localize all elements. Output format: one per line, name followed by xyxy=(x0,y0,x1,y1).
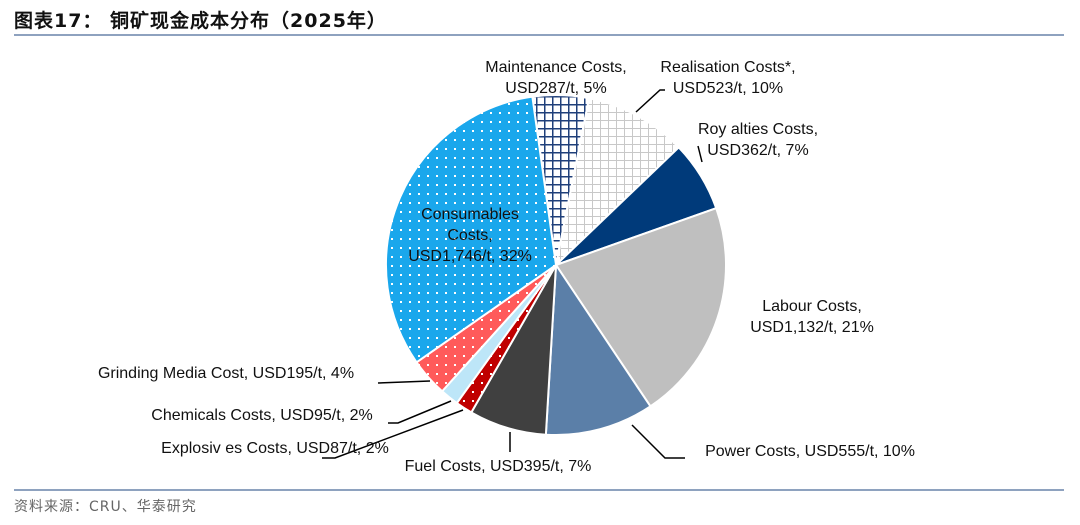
leader-line xyxy=(635,89,665,113)
pie-slice-power-costs xyxy=(544,261,652,436)
data-label: Maintenance Costs, xyxy=(485,59,626,76)
data-label: Realisation Costs*, xyxy=(660,59,795,76)
data-label: Power Costs, USD555/t, 10% xyxy=(705,443,915,460)
pie-slice-consumables-costs xyxy=(385,95,558,364)
data-label: USD1,746/t, 32% xyxy=(408,248,532,265)
pie-slice-labour-costs xyxy=(554,206,727,408)
data-label: USD1,132/t, 21% xyxy=(750,319,874,336)
title-divider xyxy=(14,34,1064,36)
source-note: 资料来源：CRU、华泰研究 xyxy=(14,499,197,515)
data-label: Chemicals Costs, USD95/t, 2% xyxy=(151,407,372,424)
data-label: Costs, xyxy=(447,227,492,244)
footer-divider xyxy=(14,489,1064,491)
leader-line xyxy=(388,400,452,424)
leader-line xyxy=(377,380,431,384)
data-label: Explosiv es Costs, USD87/t, 2% xyxy=(161,440,389,457)
leader-line xyxy=(322,409,464,459)
data-label: Roy alties Costs, xyxy=(698,121,818,138)
data-label: Grinding Media Cost, USD195/t, 4% xyxy=(98,365,354,382)
chart-title: 图表17： 铜矿现金成本分布（2025年） xyxy=(14,10,387,32)
pie-slice-realisation-costs xyxy=(554,97,681,268)
data-label: USD362/t, 7% xyxy=(707,142,808,159)
leader-line xyxy=(631,424,685,459)
leader-line xyxy=(697,145,703,163)
data-label: USD523/t, 10% xyxy=(673,80,783,97)
data-label: Fuel Costs, USD395/t, 7% xyxy=(405,458,592,475)
data-label: Labour Costs, xyxy=(762,298,862,315)
data-label: USD287/t, 5% xyxy=(505,80,606,97)
data-label: Consumables xyxy=(421,206,519,223)
